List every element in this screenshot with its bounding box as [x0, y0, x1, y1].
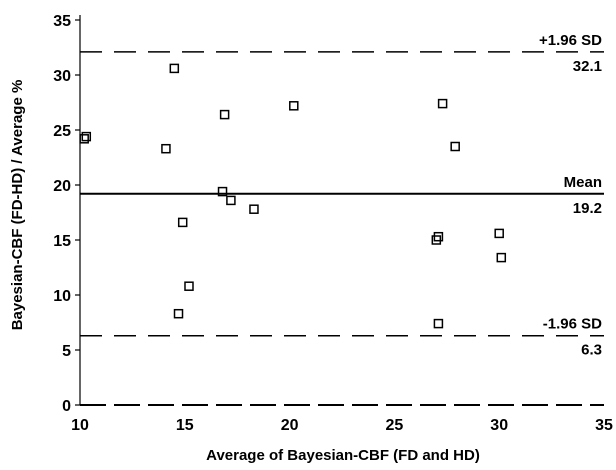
x-axis-label: Average of Bayesian-CBF (FD and HD): [206, 447, 480, 464]
data-point: [81, 131, 92, 142]
data-point: [226, 195, 236, 206]
data-point: [217, 186, 228, 197]
data-point: [177, 217, 188, 228]
data-point: [433, 318, 444, 329]
y-tick-label: 30: [53, 68, 71, 85]
data-point: [289, 101, 299, 111]
data-point: [496, 252, 507, 263]
y-tick-label: 15: [53, 233, 71, 250]
y-tick-label: 0: [62, 398, 71, 415]
x-tick-label: 10: [71, 417, 89, 434]
data-point: [494, 228, 504, 239]
ref-label-1-96-sd: +1.96 SD: [539, 32, 602, 49]
data-point: [450, 141, 460, 152]
data-point: [169, 63, 180, 74]
y-axis-label: Bayesian-CBF (FD-HD) / Average %: [9, 80, 26, 331]
ref-label-1-96-sd: -1.96 SD: [543, 316, 602, 333]
ref-label-mean: Mean: [564, 174, 602, 191]
data-point: [184, 281, 194, 291]
y-tick-label: 20: [53, 178, 71, 195]
data-point: [219, 109, 230, 120]
data-point: [161, 143, 171, 154]
ref-value-mean: 19.2: [573, 200, 602, 217]
data-point: [79, 134, 89, 144]
tick-labels: 0 5 10 15 20 25 30 35 10 15 20 25 30 35: [53, 13, 613, 434]
y-tick-label: 10: [53, 288, 71, 305]
data-point: [249, 204, 259, 214]
y-tick-label: 35: [53, 13, 71, 30]
axes: [75, 15, 604, 406]
x-tick-label: 25: [386, 417, 404, 434]
data-points: [79, 63, 507, 329]
ref-value-1-96-sd: 32.1: [573, 58, 602, 75]
y-tick-label: 25: [53, 123, 71, 140]
x-tick-label: 15: [176, 417, 194, 434]
data-point: [433, 231, 444, 242]
x-tick-label: 20: [281, 417, 299, 434]
y-tick-label: 5: [62, 343, 71, 360]
data-point: [173, 308, 184, 319]
reference-lines: +1.96 SD 32.1 Mean 19.2 -1.96 SD 6.3: [80, 32, 604, 359]
ref-value-1-96-sd: 6.3: [581, 342, 602, 359]
data-point: [437, 98, 448, 109]
x-tick-label: 30: [490, 417, 508, 434]
x-tick-label: 35: [595, 417, 613, 434]
